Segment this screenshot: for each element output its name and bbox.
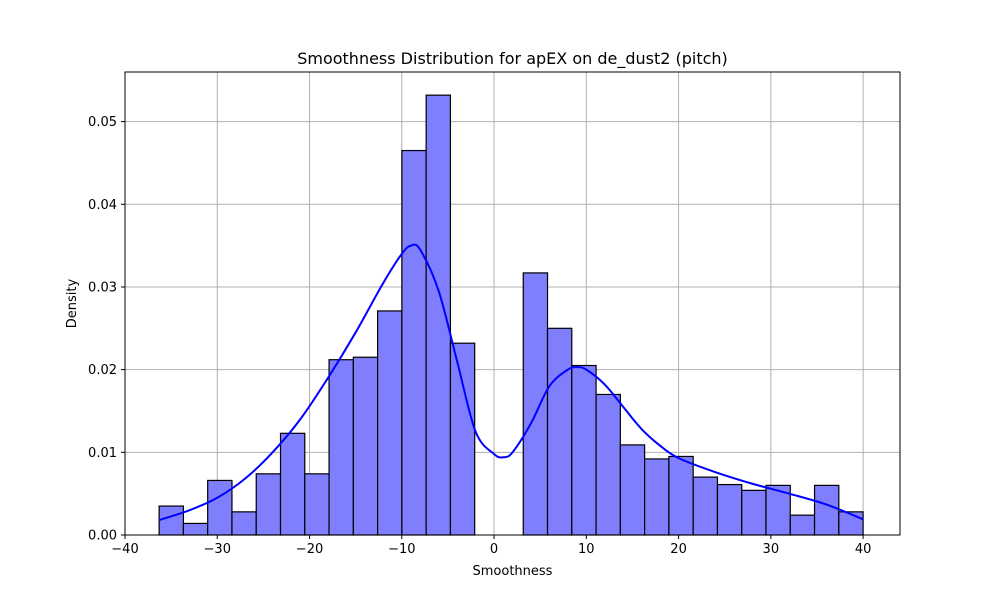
histogram-bar xyxy=(619,444,646,536)
y-axis-ticks: 0.00 0.01 0.02 0.03 0.04 0.05 xyxy=(88,115,125,544)
histogram-bar xyxy=(231,511,257,536)
histogram-bar xyxy=(158,505,185,536)
y-axis-label: Density xyxy=(65,278,80,328)
histogram-bar xyxy=(182,522,209,536)
histogram-bar xyxy=(304,473,330,536)
histogram-bar xyxy=(207,479,233,536)
histogram-bar xyxy=(255,473,282,536)
x-tick-label: 20 xyxy=(670,542,687,557)
histogram-bar xyxy=(571,364,597,536)
y-tick-label: 0.05 xyxy=(88,115,117,130)
plot-area-frame xyxy=(124,71,901,536)
x-tick-label: −30 xyxy=(204,542,231,557)
y-tick-label: 0.02 xyxy=(88,363,117,378)
kde-curve-group xyxy=(158,243,864,522)
x-tick-label: 10 xyxy=(578,542,595,557)
histogram-bar xyxy=(401,149,427,536)
x-tick-label: −20 xyxy=(296,542,323,557)
chart-title: Smoothness Distribution for apEX on de_d… xyxy=(297,49,728,69)
x-tick-label: −40 xyxy=(111,542,138,557)
kde-curve xyxy=(158,243,864,522)
histogram-bar xyxy=(352,356,379,536)
histogram-bar xyxy=(644,458,670,536)
histogram-bar xyxy=(328,359,354,536)
x-tick-label: 0 xyxy=(490,542,498,557)
histogram-bar xyxy=(838,511,864,536)
histogram-bar xyxy=(789,514,816,536)
histogram-bar xyxy=(668,455,694,536)
y-tick-label: 0.00 xyxy=(88,529,117,544)
histogram-bar xyxy=(716,483,743,536)
histogram-bar xyxy=(522,272,549,536)
histogram-bar xyxy=(595,393,621,536)
histogram-bar xyxy=(813,484,840,536)
histogram-bar xyxy=(546,327,573,536)
x-tick-label: 40 xyxy=(855,542,872,557)
histogram-bar xyxy=(425,94,452,536)
histogram-bar xyxy=(377,310,403,536)
x-tick-label: 30 xyxy=(763,542,780,557)
x-tick-label: −10 xyxy=(388,542,415,557)
histogram-bar xyxy=(449,342,476,536)
y-tick-label: 0.04 xyxy=(88,198,117,213)
histogram-bar xyxy=(692,476,719,536)
y-tick-label: 0.03 xyxy=(88,280,117,295)
x-axis-ticks: −40 −30 −20 −10 0 10 20 30 40 xyxy=(111,535,871,557)
y-tick-label: 0.01 xyxy=(88,446,117,461)
histogram-bar xyxy=(279,432,306,536)
histogram-bar xyxy=(741,489,767,536)
x-axis-label: Smoothness xyxy=(473,564,553,579)
